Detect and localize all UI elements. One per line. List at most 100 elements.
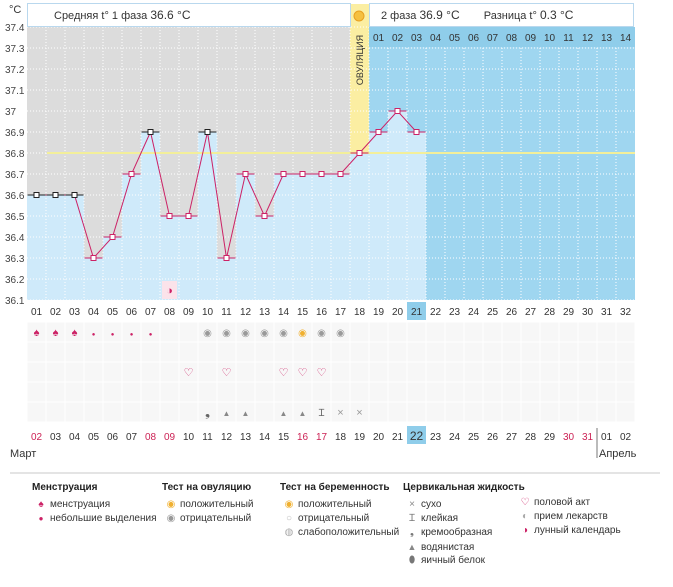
symbol-cell bbox=[27, 402, 46, 422]
symbol-cell bbox=[236, 382, 255, 402]
y-tick-label: 37 bbox=[5, 107, 17, 118]
calendar-date-label: 11 bbox=[202, 432, 213, 443]
cycle-day-label: 04 bbox=[88, 307, 100, 318]
symbol-cell bbox=[103, 402, 122, 422]
symbol-cell bbox=[274, 322, 293, 342]
symbol-cell bbox=[274, 342, 293, 362]
cycle-day-label: 14 bbox=[278, 307, 290, 318]
symbol-cell bbox=[559, 342, 578, 362]
y-tick-label: 36.6 bbox=[5, 191, 25, 202]
calendar-date-label: 13 bbox=[240, 432, 252, 443]
cycle-day-label: 28 bbox=[544, 307, 556, 318]
pill-icon: ◐ bbox=[521, 511, 529, 522]
symbol-cell bbox=[217, 402, 236, 422]
legend-item: ❟ кремообразная bbox=[403, 526, 525, 540]
calendar-date-label: 03 bbox=[50, 432, 62, 443]
dry-icon: × bbox=[409, 499, 415, 510]
watery-icon: ▲ bbox=[242, 409, 250, 418]
calendar-date-label: 04 bbox=[69, 432, 81, 443]
sun-icon bbox=[353, 10, 365, 22]
symbol-cell bbox=[236, 342, 255, 362]
watery-icon: ▲ bbox=[299, 409, 307, 418]
symbol-cell bbox=[293, 382, 312, 402]
legend-menstruation: Менструация ♠ менструация ● небольшие выде… bbox=[32, 482, 157, 526]
temperature-bar bbox=[293, 174, 312, 300]
temperature-bar bbox=[27, 195, 46, 300]
cycle-day-label: 31 bbox=[601, 307, 613, 318]
symbol-cell bbox=[255, 322, 274, 342]
symbol-cell bbox=[350, 342, 369, 362]
calendar-date-label: 07 bbox=[126, 432, 138, 443]
heart-icon: ♡ bbox=[222, 367, 232, 379]
symbol-cell bbox=[597, 322, 616, 342]
ovulation-negative-icon: ◉ bbox=[203, 328, 212, 339]
symbol-cell bbox=[521, 402, 540, 422]
symbol-cell bbox=[483, 382, 502, 402]
legend-label: прием лекарств bbox=[534, 511, 608, 522]
cycle-day-label: 09 bbox=[183, 307, 195, 318]
symbol-cell bbox=[331, 342, 350, 362]
legend-label: водянистая bbox=[421, 542, 475, 553]
ovulation-negative-icon: ◉ bbox=[241, 328, 250, 339]
symbol-cell bbox=[141, 322, 160, 342]
symbol-cell bbox=[46, 382, 65, 402]
symbol-cell bbox=[407, 322, 426, 342]
legend-title: Менструация bbox=[32, 482, 98, 493]
calendar-date-label: 27 bbox=[506, 432, 518, 443]
y-tick-label: 37.1 bbox=[5, 86, 25, 97]
temperature-bar bbox=[236, 174, 255, 300]
symbol-cell bbox=[464, 342, 483, 362]
y-tick-label: 36.5 bbox=[5, 212, 25, 223]
temperature-point bbox=[356, 150, 363, 156]
calendar-date-label: 24 bbox=[449, 432, 461, 443]
post-ovulation-day-label: 09 bbox=[525, 33, 537, 44]
watery-icon: ▲ bbox=[280, 409, 288, 418]
symbol-cell bbox=[464, 382, 483, 402]
unit-label: °C bbox=[9, 4, 22, 16]
symbol-cell bbox=[502, 382, 521, 402]
phase2-summary: 2 фаза 36.9 °C Разница t° 0.3 °C bbox=[369, 3, 634, 27]
symbol-cell bbox=[521, 342, 540, 362]
legend-item: ○ отрицательный bbox=[280, 512, 399, 526]
legend-item: ◍ слабоположительный bbox=[280, 526, 400, 540]
diff-label: Разница t° bbox=[483, 10, 537, 22]
symbol-cell bbox=[236, 362, 255, 382]
symbol-cell bbox=[597, 342, 616, 362]
cycle-day-label: 11 bbox=[221, 307, 232, 318]
calendar-date-label: 28 bbox=[525, 432, 537, 443]
symbol-cell bbox=[103, 382, 122, 402]
symbol-cell bbox=[502, 402, 521, 422]
symbol-cell bbox=[350, 382, 369, 402]
temperature-bar bbox=[122, 174, 141, 300]
temperature-point bbox=[242, 171, 249, 177]
symbol-cell bbox=[578, 362, 597, 382]
phase2-value: 36.9 °C bbox=[419, 8, 460, 22]
ovulation-negative-icon: ◉ bbox=[260, 328, 269, 339]
symbol-cell bbox=[426, 342, 445, 362]
symbol-cell bbox=[27, 342, 46, 362]
symbol-cell bbox=[65, 362, 84, 382]
symbol-cell bbox=[350, 362, 369, 382]
symbol-cell bbox=[540, 402, 559, 422]
legend-ovulation-test: Тест на овуляцию ◉ положительный ◉ отрицат… bbox=[162, 482, 253, 526]
phase1-label: Средняя t° 1 фаза bbox=[54, 10, 148, 22]
legend-title: Цервикальная жидкость bbox=[403, 482, 525, 493]
ovulation-negative-icon: ◉ bbox=[166, 513, 176, 524]
egg-white-icon: ⬮ bbox=[408, 555, 416, 566]
legend-item: ⬮ яичный белок bbox=[403, 554, 525, 568]
symbol-cell bbox=[103, 362, 122, 382]
symbol-cell bbox=[426, 382, 445, 402]
symbol-cell bbox=[597, 382, 616, 402]
symbol-cell bbox=[502, 342, 521, 362]
symbol-cell bbox=[483, 362, 502, 382]
temperature-bar bbox=[46, 195, 65, 300]
calendar-date-label: 18 bbox=[335, 432, 347, 443]
month-label-left: Март bbox=[10, 448, 36, 460]
post-ovulation-day-label: 01 bbox=[373, 33, 385, 44]
symbol-cell bbox=[65, 382, 84, 402]
menstruation-icon: ♠ bbox=[34, 327, 40, 339]
legend-item: × сухо bbox=[403, 498, 525, 512]
y-tick-label: 36.9 bbox=[5, 128, 25, 139]
legend-label: положительный bbox=[180, 499, 254, 510]
